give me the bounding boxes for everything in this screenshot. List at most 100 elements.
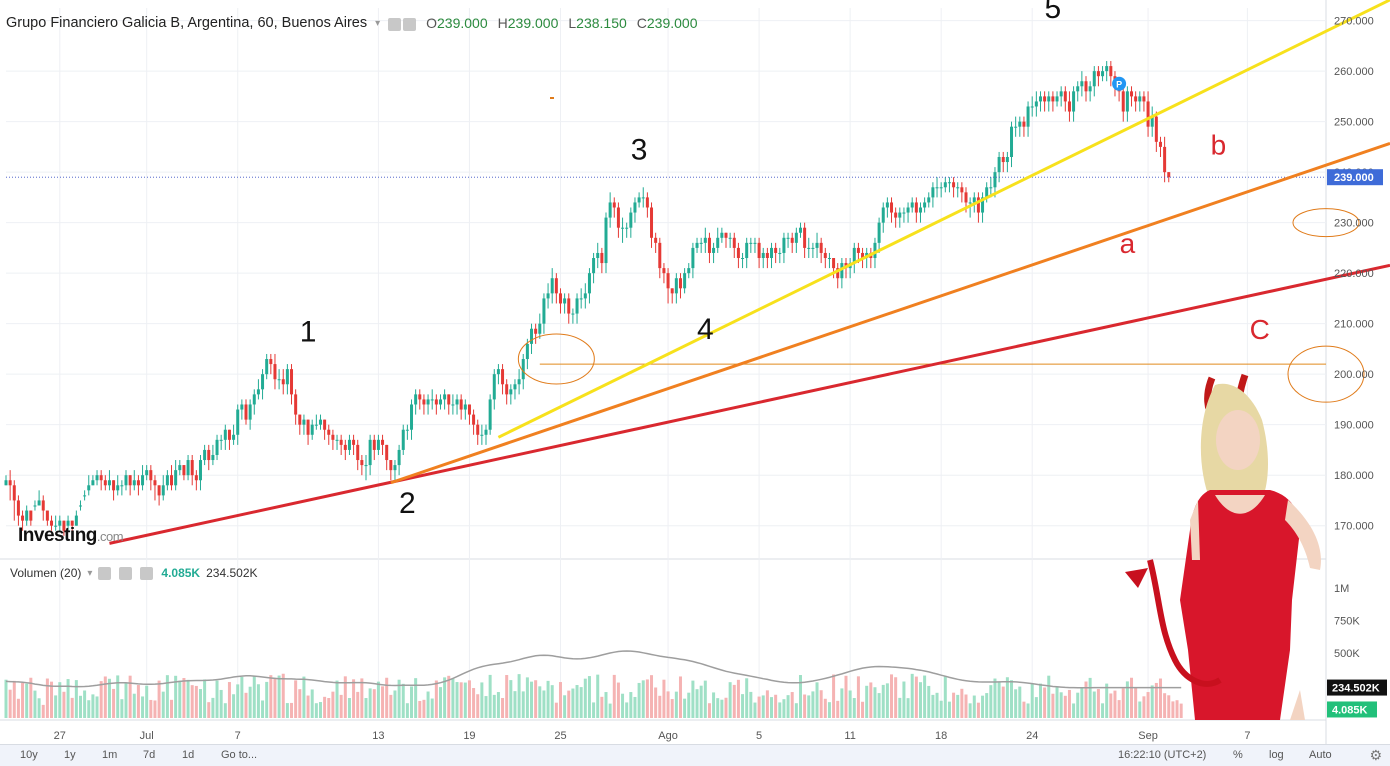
candle [87, 475, 91, 496]
candle-body [517, 379, 521, 385]
candle-body [25, 510, 29, 521]
volume-bar [70, 697, 74, 718]
candle-body [815, 242, 819, 248]
eye-icon[interactable] [98, 566, 112, 580]
volume-bar [757, 696, 761, 718]
candle [798, 222, 802, 238]
candle-body [1043, 96, 1047, 102]
candle-body [290, 369, 294, 395]
auto-toggle[interactable]: Auto [1309, 749, 1332, 761]
candle [132, 470, 136, 491]
candle [885, 197, 889, 218]
p-marker[interactable] [1112, 76, 1127, 91]
volume-indicator-label[interactable]: Volumen (20) [10, 566, 82, 580]
candle [563, 293, 567, 314]
candle [459, 394, 463, 420]
candle [314, 414, 318, 430]
volume-bar [45, 678, 49, 718]
candle [558, 288, 562, 314]
candle-body [463, 404, 467, 410]
range-10y-button[interactable]: 10y [20, 749, 38, 761]
volume-bar [207, 702, 211, 718]
candle-body [741, 258, 745, 260]
candle-body [203, 449, 207, 461]
volume-bar [116, 675, 120, 718]
candle-body [252, 394, 256, 405]
candle-body [621, 227, 625, 229]
volume-bar [91, 694, 95, 718]
candle-body [112, 480, 116, 491]
eye-icon[interactable] [388, 17, 402, 31]
volume-bar [277, 675, 281, 718]
volume-bar [327, 698, 331, 718]
candle-body [54, 525, 58, 527]
candle-body [782, 237, 786, 253]
candle-body [761, 252, 765, 259]
candle [898, 207, 902, 228]
candle-body [422, 399, 426, 405]
log-toggle[interactable]: log [1269, 749, 1284, 761]
volume-bar [1109, 693, 1113, 718]
candle-body [1154, 116, 1158, 142]
volume-average-tag [1327, 679, 1387, 696]
candle-body [66, 520, 70, 526]
range-7d-button[interactable]: 7d [143, 749, 156, 761]
volume-bar [993, 678, 997, 718]
candle [496, 364, 500, 385]
candle-body [583, 293, 587, 299]
volume-bar [211, 697, 215, 718]
chevron-down-icon[interactable]: ▾ [87, 567, 93, 579]
candle-body [248, 404, 252, 420]
volume-bar [459, 682, 463, 718]
candle-body [935, 187, 939, 189]
volume-bar [1018, 686, 1022, 718]
volume-bar [194, 685, 198, 718]
candle [666, 268, 670, 304]
candle [62, 520, 66, 536]
candle-body [856, 247, 860, 253]
candle-body [141, 475, 145, 486]
settings-icon[interactable] [403, 17, 417, 31]
range-1d-button[interactable]: 1d [182, 749, 195, 761]
candle-body [592, 258, 596, 274]
gear-icon[interactable]: ⚙ [1369, 747, 1382, 763]
candle [811, 242, 815, 259]
candle [401, 424, 405, 455]
candle [430, 389, 434, 410]
range-1y-button[interactable]: 1y [64, 749, 76, 761]
volume-bar [66, 679, 70, 718]
volume-bar [401, 683, 405, 718]
candle [50, 515, 54, 531]
candle-body [368, 439, 372, 466]
candle [513, 379, 517, 400]
candle [819, 237, 823, 264]
candle-body [877, 222, 881, 243]
close-icon[interactable] [140, 566, 154, 580]
goto-button[interactable]: Go to... [221, 749, 258, 761]
candle-body [1067, 101, 1071, 112]
symbol-title[interactable]: Grupo Financiero Galicia B, Argentina, 6… [6, 15, 368, 31]
candle-body [240, 404, 244, 410]
volume-bar [145, 685, 149, 718]
highlight-circle [1292, 208, 1360, 238]
volume-bar [318, 702, 322, 718]
volume-bar [972, 695, 976, 718]
volume-bar [451, 678, 455, 718]
candle-body [376, 439, 380, 450]
volume-bar [1105, 683, 1109, 718]
range-1m-button[interactable]: 1m [102, 749, 118, 761]
volume-bar [798, 675, 802, 718]
candle [265, 353, 269, 380]
candle [782, 232, 786, 264]
settings-icon[interactable] [119, 566, 133, 580]
volume-bar [761, 695, 765, 718]
volume-bar [840, 688, 844, 718]
candle [248, 399, 252, 430]
candle [190, 454, 194, 486]
chevron-down-icon[interactable]: ▾ [375, 17, 381, 29]
candle-body [389, 460, 393, 471]
volume-bar [865, 685, 869, 718]
candle-body [318, 419, 322, 425]
percent-toggle[interactable]: % [1233, 749, 1243, 761]
